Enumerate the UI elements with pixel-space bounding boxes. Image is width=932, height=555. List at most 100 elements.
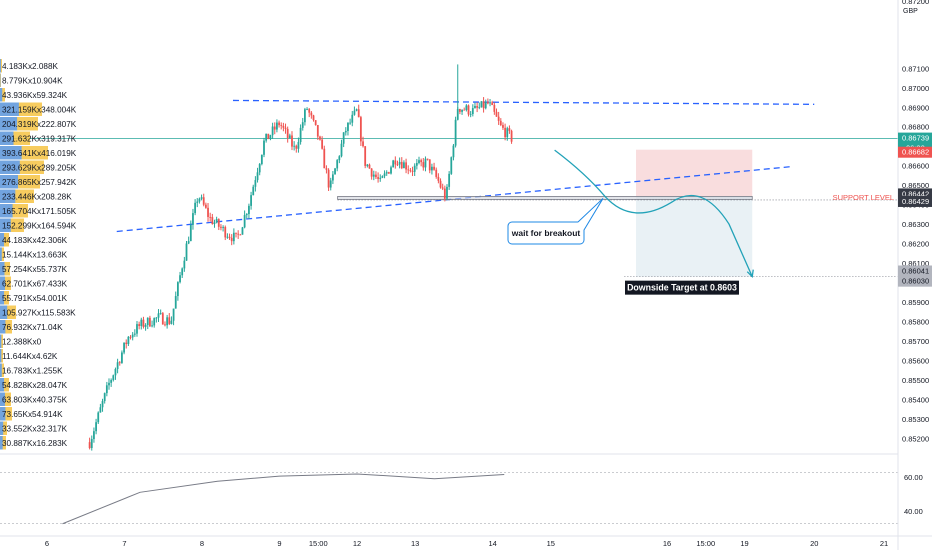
time-tick-label: 21: [880, 539, 888, 548]
candle-body: [93, 431, 95, 439]
candle-body: [263, 141, 265, 155]
candle-body: [362, 141, 364, 146]
candle-body: [119, 362, 121, 363]
vp-row-label: 204.319Kx222.807K: [2, 120, 77, 129]
candle-body: [211, 217, 213, 224]
candle-body: [121, 352, 123, 362]
vp-row-label: 233.446Kx208.28K: [2, 193, 72, 202]
candle-body: [506, 128, 508, 137]
time-tick-label: 19: [740, 539, 748, 548]
candle-body: [186, 243, 188, 260]
support-zone: [338, 196, 753, 199]
candle-body: [203, 197, 205, 204]
candle-body: [330, 180, 332, 187]
candle-body: [349, 123, 351, 124]
candle-body: [326, 168, 328, 170]
candle-body: [500, 121, 502, 125]
indicator-tick-label: 60.00: [904, 473, 923, 482]
candle-body: [155, 318, 157, 319]
candle-body: [483, 101, 485, 108]
candle-body: [160, 313, 162, 314]
candle-body: [164, 324, 166, 325]
vp-row-label: 276.865Kx257.942K: [2, 178, 77, 187]
candle-body: [304, 109, 306, 122]
price-tick-label: 0.85800: [902, 317, 929, 326]
vp-row-label: 12.388Kx0: [2, 338, 42, 347]
time-tick-label: 7: [122, 539, 126, 548]
candle-body: [132, 335, 134, 338]
candle-body: [341, 144, 343, 157]
time-tick-label: 12: [353, 539, 361, 548]
candle-body: [498, 117, 500, 121]
candle-body: [127, 337, 129, 344]
candle-body: [310, 113, 312, 116]
candle-body: [181, 268, 183, 275]
candle-body: [491, 102, 493, 105]
candle-body: [143, 320, 145, 327]
candle-body: [201, 197, 203, 198]
vp-row-label: 15.144Kx13.663K: [2, 251, 68, 260]
candle-body: [390, 167, 392, 173]
candle-body: [106, 385, 108, 393]
candle-body: [485, 102, 487, 108]
vp-row-label: 54.828Kx28.047K: [2, 381, 68, 390]
candle-body: [448, 174, 450, 187]
candle-body: [446, 187, 448, 199]
price-badge-value: 0.86041: [902, 267, 929, 276]
vp-row-label: 4.183Kx2.088K: [2, 62, 59, 71]
candle-body: [461, 110, 463, 112]
candle-body: [300, 128, 302, 142]
support-level-label: SUPPORT LEVEL: [833, 193, 894, 202]
vp-row-label: 16.783Kx1.255K: [2, 367, 63, 376]
time-tick-label: 16: [663, 539, 671, 548]
candle-body: [224, 227, 226, 237]
currency-label: GBP: [903, 8, 918, 15]
candle-body: [190, 225, 192, 241]
time-tick-label: 15:00: [696, 539, 715, 548]
candle-body: [487, 102, 489, 103]
vp-bar-down: [0, 59, 1, 73]
candle-body: [504, 128, 506, 137]
candle-body: [502, 125, 504, 128]
candle-body: [427, 159, 429, 160]
vp-row-label: 62.701Kx67.433K: [2, 280, 68, 289]
vp-row-label: 293.629Kx289.205K: [2, 164, 77, 173]
candle-body: [177, 282, 179, 296]
candle-body: [175, 296, 177, 309]
candle-body: [397, 164, 399, 165]
candle-body: [338, 156, 340, 160]
candle-body: [336, 160, 338, 168]
candle-body: [403, 162, 405, 168]
candle-body: [470, 114, 472, 115]
candle-body: [257, 172, 259, 180]
candle-body: [231, 238, 233, 241]
candle-body: [291, 135, 293, 146]
candle-body: [214, 222, 216, 224]
price-badge-value: 0.86030: [902, 277, 929, 286]
candle-body: [442, 187, 444, 188]
candle-body: [125, 343, 127, 344]
candle-body: [420, 160, 422, 162]
candle-body: [450, 157, 452, 174]
candle-body: [371, 169, 373, 177]
candle-body: [289, 135, 291, 137]
candle-body: [89, 442, 91, 448]
candle-body: [95, 422, 97, 431]
candle-body: [242, 227, 244, 234]
candle-body: [267, 134, 269, 139]
candle-body: [332, 174, 334, 180]
candle-body: [435, 170, 437, 177]
candle-body: [130, 337, 132, 338]
vp-row-label: 57.254Kx55.737K: [2, 265, 68, 274]
candle-body: [440, 181, 442, 188]
candle-body: [287, 129, 289, 138]
candle-body: [282, 126, 284, 128]
candle-body: [239, 235, 241, 236]
vp-row-label: 105.927Kx115.583K: [2, 309, 76, 318]
candle-body: [358, 109, 360, 117]
vp-row-label: 44.183Kx42.306K: [2, 236, 68, 245]
candle-body: [153, 318, 155, 325]
candle-body: [194, 203, 196, 213]
